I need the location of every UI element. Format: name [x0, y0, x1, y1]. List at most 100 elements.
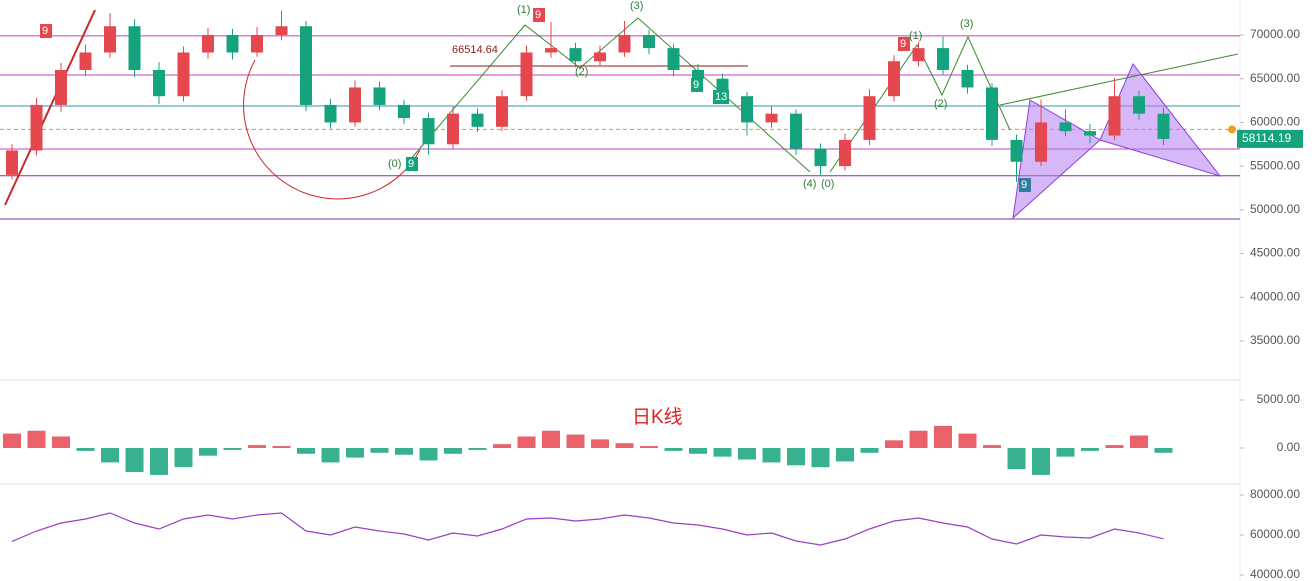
candle-body: [1157, 113, 1170, 139]
macd-bar: [297, 448, 315, 454]
candle-body: [373, 87, 386, 105]
macd-bar: [860, 448, 879, 453]
macd-bar: [1130, 435, 1148, 448]
macd-bar: [787, 448, 805, 466]
macd-bar: [3, 433, 21, 448]
y-tick-label: 55000.00: [1250, 158, 1300, 172]
macd-bar: [909, 430, 928, 448]
lower-close-line: [11, 512, 1164, 546]
candle-body: [1035, 122, 1047, 162]
candle-body: [912, 48, 925, 62]
candle-body: [1084, 131, 1096, 136]
macd-bar: [370, 448, 389, 453]
candle-body: [618, 35, 631, 53]
macd-bar: [444, 448, 462, 454]
signal-label: 13: [715, 91, 727, 103]
candle-body: [765, 113, 778, 123]
signal-box: [406, 157, 418, 171]
macd-bar: [223, 448, 242, 450]
signal-box: [40, 24, 52, 38]
candle-body: [814, 148, 827, 167]
macd-bar: [615, 443, 634, 448]
candle-body: [349, 87, 361, 123]
candle-body: [447, 113, 459, 145]
macd-bar: [983, 445, 1001, 448]
price-annotation: 66514.64: [452, 44, 498, 56]
signal-label: 9: [408, 158, 414, 170]
candle-body: [104, 26, 116, 53]
wave-line: [409, 17, 811, 173]
wave-label: (1): [517, 4, 530, 16]
wave-label: (1): [909, 30, 922, 42]
candle-body: [251, 35, 263, 53]
candle-body: [55, 69, 67, 105]
candle-body: [422, 118, 435, 145]
candle-body: [986, 87, 998, 140]
macd-bar: [321, 448, 340, 463]
candle-body: [1059, 122, 1072, 132]
macd-bar: [468, 448, 487, 450]
candle-body: [177, 52, 190, 97]
arc: [243, 59, 421, 200]
macd-bar: [1056, 448, 1075, 457]
trend-arrow: [4, 9, 96, 206]
signal-box: [713, 90, 729, 104]
macd-bar: [640, 446, 658, 448]
wave-label: (4): [803, 178, 816, 190]
macd-bar: [76, 448, 95, 451]
candle-body: [1108, 96, 1121, 136]
macd-bar: [199, 448, 217, 456]
y-tick-label: 40000.00: [1250, 289, 1300, 303]
wave-label: (0): [821, 178, 834, 190]
candle-body: [839, 139, 851, 167]
y-tick-label: 65000.00: [1250, 71, 1300, 85]
macd-tick-label: 0.00: [1277, 440, 1301, 454]
macd-bar: [272, 446, 291, 448]
wave-label: (3): [630, 0, 643, 12]
lower-tick-label: 80000.00: [1250, 487, 1300, 501]
candle-body: [202, 35, 214, 53]
signal-box: [898, 37, 910, 51]
candle-body: [300, 26, 312, 105]
candle-body: [594, 52, 606, 62]
macd-bar: [566, 434, 585, 448]
macd-bar: [493, 444, 511, 448]
macd-bar: [1081, 448, 1099, 451]
macd-bar: [125, 448, 144, 472]
signal-box: [1019, 178, 1031, 192]
macd-bar: [1007, 448, 1026, 470]
last-price-box: [1237, 129, 1303, 148]
signal-box: [691, 78, 703, 92]
wave-label: (2): [934, 98, 947, 110]
macd-bar: [1154, 448, 1173, 453]
candle-body: [324, 104, 337, 123]
signal-label: 9: [900, 38, 906, 50]
macd-bar: [150, 448, 168, 475]
price-dot: [1228, 125, 1236, 134]
macd-bar: [958, 433, 977, 448]
macd-bar: [52, 436, 70, 448]
candle-body: [961, 69, 974, 88]
macd-bar: [419, 448, 438, 461]
wave-label: (2): [575, 66, 588, 78]
candle-body: [398, 104, 410, 119]
macd-bar: [713, 448, 732, 457]
wave-label: (3): [960, 18, 973, 30]
candle-body: [863, 96, 876, 140]
candle-body: [790, 113, 802, 149]
candle-body: [569, 48, 582, 62]
macd-bar: [591, 439, 609, 448]
signal-label: 9: [693, 79, 699, 91]
signal-label: 9: [535, 9, 541, 21]
macd-bar: [517, 436, 536, 448]
signal-label: 9: [42, 25, 48, 37]
y-tick-label: 50000.00: [1250, 202, 1300, 216]
candle-body: [496, 96, 508, 127]
candle-body: [545, 48, 557, 53]
signal-label: 9: [1021, 179, 1027, 191]
macd-bar: [689, 448, 707, 454]
candle-body: [471, 113, 484, 127]
lower-tick-label: 40000.00: [1250, 567, 1300, 581]
y-tick-label: 60000.00: [1250, 115, 1300, 129]
